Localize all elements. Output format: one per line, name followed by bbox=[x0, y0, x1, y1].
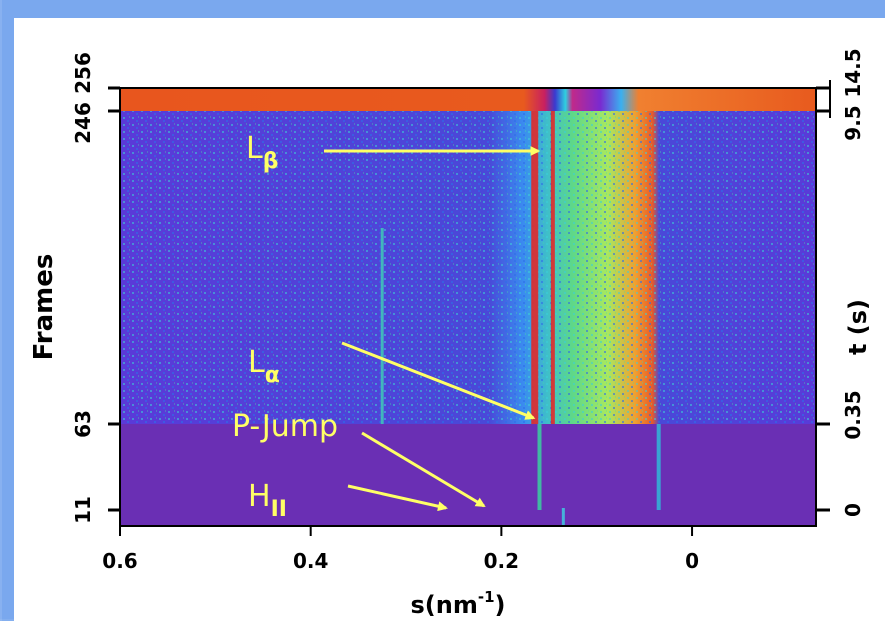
figure-panel: 0.6 0.4 0.2 0 11 63 246 256 0 0.35 9.5 14.5 Lβ Lα P… bbox=[14, 18, 885, 621]
annotation-arrow bbox=[347, 484, 448, 512]
x-tick-label: 0 bbox=[685, 549, 699, 573]
annotation-label: P-Jump bbox=[232, 409, 338, 444]
y-axis-right: 0 0.35 9.5 14.5 bbox=[816, 48, 865, 517]
heatmap-band-early bbox=[120, 424, 816, 526]
peak-streak bbox=[550, 111, 555, 424]
x-tick-label: 0.4 bbox=[293, 549, 328, 573]
y-right-tick-label: 9.5 bbox=[841, 105, 865, 140]
y-right-tick-label: 0.35 bbox=[841, 390, 865, 439]
peak-streak bbox=[656, 424, 661, 510]
y-axis-left: 11 63 246 256 bbox=[71, 52, 120, 524]
y-axis-right-title: t (s) bbox=[844, 299, 872, 355]
peak-streak bbox=[531, 111, 539, 424]
plot-area bbox=[119, 87, 817, 527]
x-tick-label: 0.2 bbox=[484, 549, 519, 573]
diffraction-heatmap-chart: 0.6 0.4 0.2 0 11 63 246 256 0 0.35 9.5 14.5 Lβ Lα P… bbox=[29, 48, 872, 619]
x-tick-label: 0.6 bbox=[102, 549, 137, 573]
x-axis: 0.6 0.4 0.2 0 bbox=[102, 526, 699, 573]
y-left-tick-label: 256 bbox=[71, 52, 95, 94]
peak-streak bbox=[537, 424, 542, 510]
peak-streak bbox=[561, 508, 565, 526]
annotation-label: HII bbox=[248, 479, 287, 522]
y-right-tick-label: 0 bbox=[841, 503, 865, 517]
annotation-label: Lβ bbox=[246, 131, 278, 174]
annotations: Lβ Lα P-Jump HII bbox=[232, 131, 541, 522]
y-axis-left-title: Frames bbox=[29, 254, 59, 361]
annotation-label: Lα bbox=[248, 345, 280, 388]
y-left-tick-label: 246 bbox=[71, 102, 95, 144]
y-left-tick-label: 63 bbox=[71, 410, 95, 438]
y-right-tick-label: 14.5 bbox=[841, 48, 865, 97]
annotation-arrow bbox=[361, 431, 486, 508]
peak-lines bbox=[380, 111, 661, 526]
y-left-tick-label: 11 bbox=[71, 496, 95, 524]
plot-frame bbox=[119, 87, 817, 527]
annotation-arrow bbox=[341, 341, 536, 420]
x-axis-title: s(nm-1) bbox=[411, 588, 506, 619]
heatmap-noise-overlay bbox=[120, 111, 816, 424]
peak-streak bbox=[380, 228, 384, 424]
heatmap-band-late bbox=[120, 88, 816, 111]
